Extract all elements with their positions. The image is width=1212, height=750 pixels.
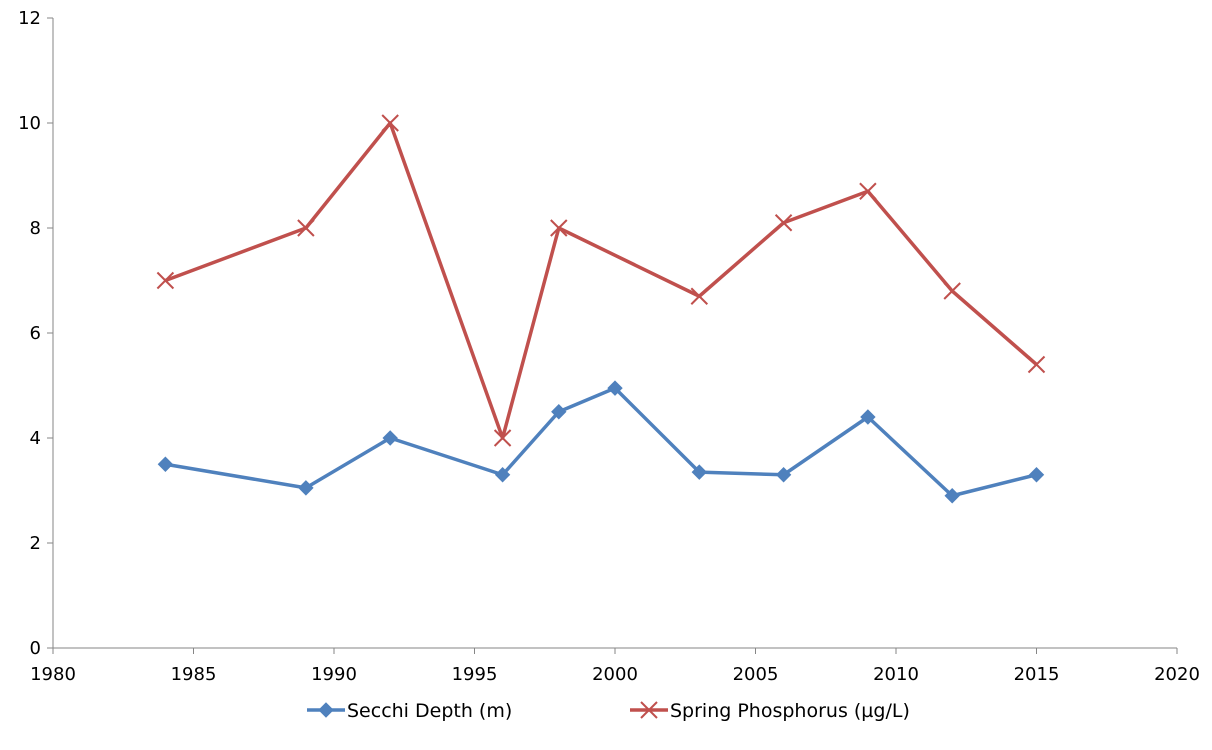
- y-tick-label: 2: [30, 533, 41, 554]
- x-tick-label: 2005: [733, 664, 779, 685]
- data-point: [1028, 467, 1045, 483]
- y-tick-label: 12: [18, 8, 41, 29]
- x-tick-label: 2010: [873, 664, 919, 685]
- series-0: [157, 380, 1045, 504]
- legend-entry-1: Spring Phosphorus (µg/L): [630, 700, 910, 722]
- x-tick-label: 2015: [1014, 664, 1060, 685]
- legend-entry-0: Secchi Depth (m): [307, 700, 512, 722]
- legend-marker: [640, 701, 658, 719]
- legend-marker: [318, 702, 334, 718]
- data-point: [943, 282, 961, 300]
- axes: 0 2 4 6 8 10 12 1980 1985 1990 1995 2000 2005 2010 201…: [18, 8, 1200, 685]
- y-tick-label: 8: [30, 218, 41, 239]
- data-point: [607, 380, 623, 396]
- y-tick-label: 10: [18, 113, 41, 134]
- data-point: [551, 404, 567, 420]
- series-line: [165, 386, 1037, 498]
- x-tick-label: 2000: [592, 664, 638, 685]
- data-point: [382, 430, 398, 446]
- legend: Secchi Depth (m) Spring Phosphorus (µg/L): [307, 700, 910, 722]
- x-tick-label: 1985: [171, 664, 217, 685]
- x-tick-label: 1990: [311, 664, 357, 685]
- x-tick-label: 2020: [1154, 664, 1200, 685]
- data-point: [690, 287, 709, 305]
- y-tick-label: 4: [30, 428, 41, 449]
- data-point: [298, 480, 314, 496]
- data-point: [550, 219, 568, 237]
- data-point: [944, 488, 960, 504]
- data-point: [774, 214, 793, 232]
- series-1: [156, 114, 1046, 447]
- series-line: [164, 121, 1038, 440]
- data-point: [156, 271, 175, 290]
- data-point: [157, 456, 174, 472]
- data-point: [297, 219, 315, 237]
- data-point: [691, 464, 708, 480]
- data-point: [859, 182, 877, 200]
- data-point: [493, 429, 512, 447]
- data-point: [1027, 355, 1046, 374]
- y-tick-label: 6: [30, 323, 41, 344]
- series-layer: [156, 114, 1046, 504]
- data-point: [775, 467, 792, 483]
- x-tick-label: 1995: [452, 664, 498, 685]
- legend-label: Secchi Depth (m): [347, 700, 512, 722]
- data-point: [494, 467, 511, 483]
- data-point: [860, 409, 876, 425]
- y-tick-label: 0: [30, 638, 41, 659]
- data-point: [381, 114, 399, 132]
- x-tick-label: 1980: [30, 664, 76, 685]
- legend-label: Spring Phosphorus (µg/L): [670, 700, 910, 722]
